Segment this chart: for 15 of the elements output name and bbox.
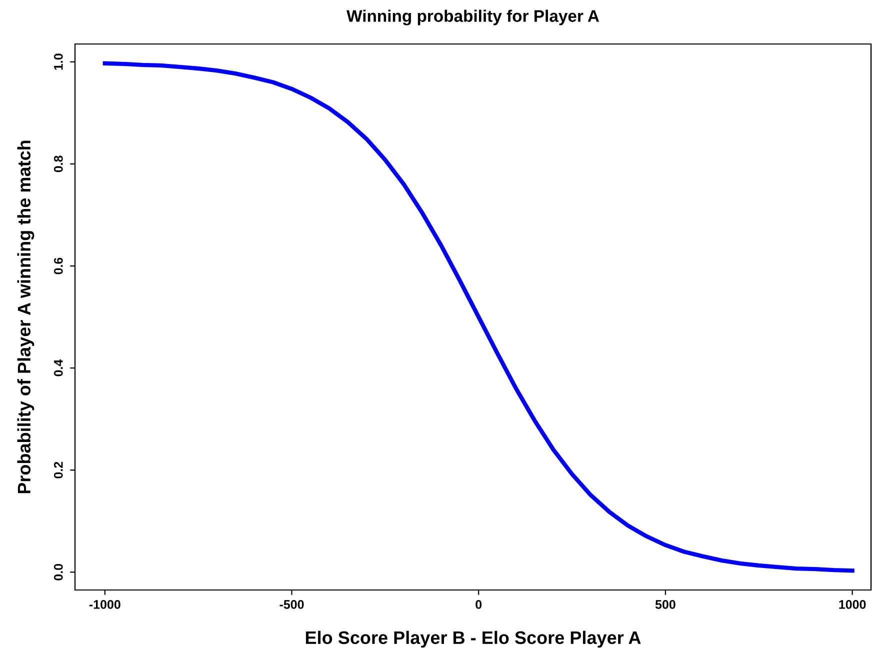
y-axis-title: Probability of Player A winning the match [17,140,34,494]
x-tick-label: 1000 [839,600,866,609]
x-tick-label: 0 [476,600,482,609]
chart-title: Winning probability for Player A [346,10,600,26]
y-tick-label: 0.4 [54,359,63,376]
x-tick-label: -1000 [89,600,120,609]
y-tick-label: 0.2 [54,462,63,478]
x-axis-title: Elo Score Player B - Elo Score Player A [306,630,641,648]
y-tick-label: 0.0 [54,564,63,580]
y-tick-label: 0.8 [54,156,63,172]
x-tick-label: -500 [280,600,304,609]
x-tick-label: 500 [655,600,676,609]
y-tick-label: 0.6 [54,258,63,274]
y-tick-label: 1.0 [54,54,63,70]
line-series [102,61,854,573]
